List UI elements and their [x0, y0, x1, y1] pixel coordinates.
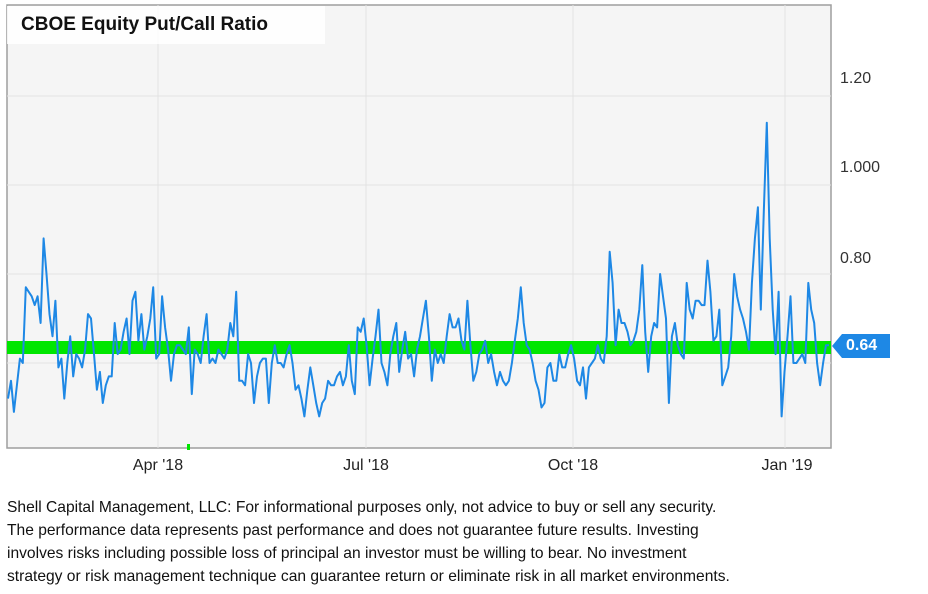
disclaimer: Shell Capital Management, LLC: For infor…	[7, 496, 925, 588]
put-call-ratio-line	[7, 121, 829, 418]
chart-title-box	[7, 6, 325, 44]
disclaimer-line: involves risks including possible loss o…	[7, 545, 687, 562]
disclaimer-line: strategy or risk management technique ca…	[7, 568, 730, 585]
y-tick-label: 1.20	[840, 70, 872, 87]
x-tick-label: Jul '18	[343, 457, 389, 474]
reference-band	[7, 341, 831, 354]
y-tick-label: 1.000	[840, 159, 881, 176]
last-value-label: 0.64	[846, 337, 878, 354]
plot-frame	[6, 4, 832, 449]
x-tick-label: Jan '19	[761, 457, 813, 474]
chart: CBOE Equity Put/Call Ratio 1.20 1.000 0.…	[6, 4, 890, 474]
x-tick-label: Oct '18	[547, 457, 599, 474]
gridlines	[7, 5, 831, 448]
chart-title: CBOE Equity Put/Call Ratio	[21, 14, 269, 35]
plot-area	[6, 4, 890, 450]
x-axis-marker	[187, 444, 190, 450]
disclaimer-line: The performance data represents past per…	[7, 522, 699, 539]
last-value-flag	[832, 334, 890, 358]
disclaimer-line: Shell Capital Management, LLC: For infor…	[7, 499, 717, 516]
x-tick-label: Apr '18	[132, 457, 184, 474]
y-tick-label: 0.80	[840, 250, 872, 267]
